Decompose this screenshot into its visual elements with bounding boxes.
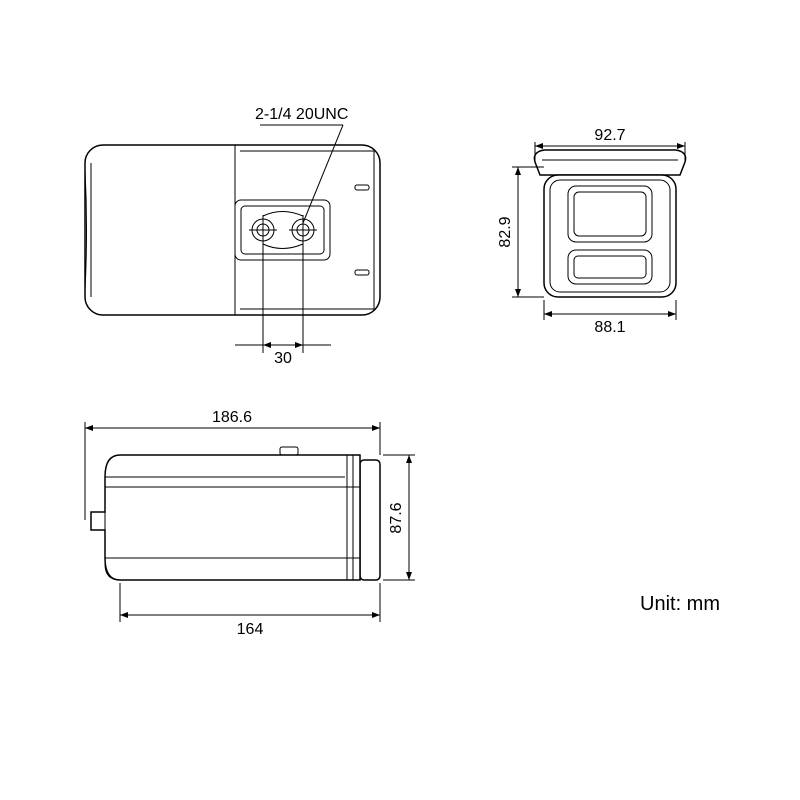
front-view: 92.7 82.9 88.1	[497, 127, 686, 336]
dim-92-7: 92.7	[594, 127, 625, 144]
dim-164: 164	[237, 621, 264, 638]
dim-88-1: 88.1	[594, 319, 625, 336]
thread-spec-label: 2-1/4 20UNC	[255, 106, 348, 123]
dim-30: 30	[274, 350, 292, 367]
drawing-canvas: 2-1/4 20UNC 30 92.7 82.9	[0, 0, 800, 800]
dim-186-6: 186.6	[212, 409, 252, 426]
mount-plate	[235, 200, 330, 260]
dim-87-6: 87.6	[388, 502, 405, 533]
side-view: 186.6 87.6 164	[85, 409, 415, 638]
unit-label: Unit: mm	[640, 593, 720, 615]
dim-82-9: 82.9	[497, 216, 514, 247]
top-view: 2-1/4 20UNC 30	[85, 106, 380, 367]
